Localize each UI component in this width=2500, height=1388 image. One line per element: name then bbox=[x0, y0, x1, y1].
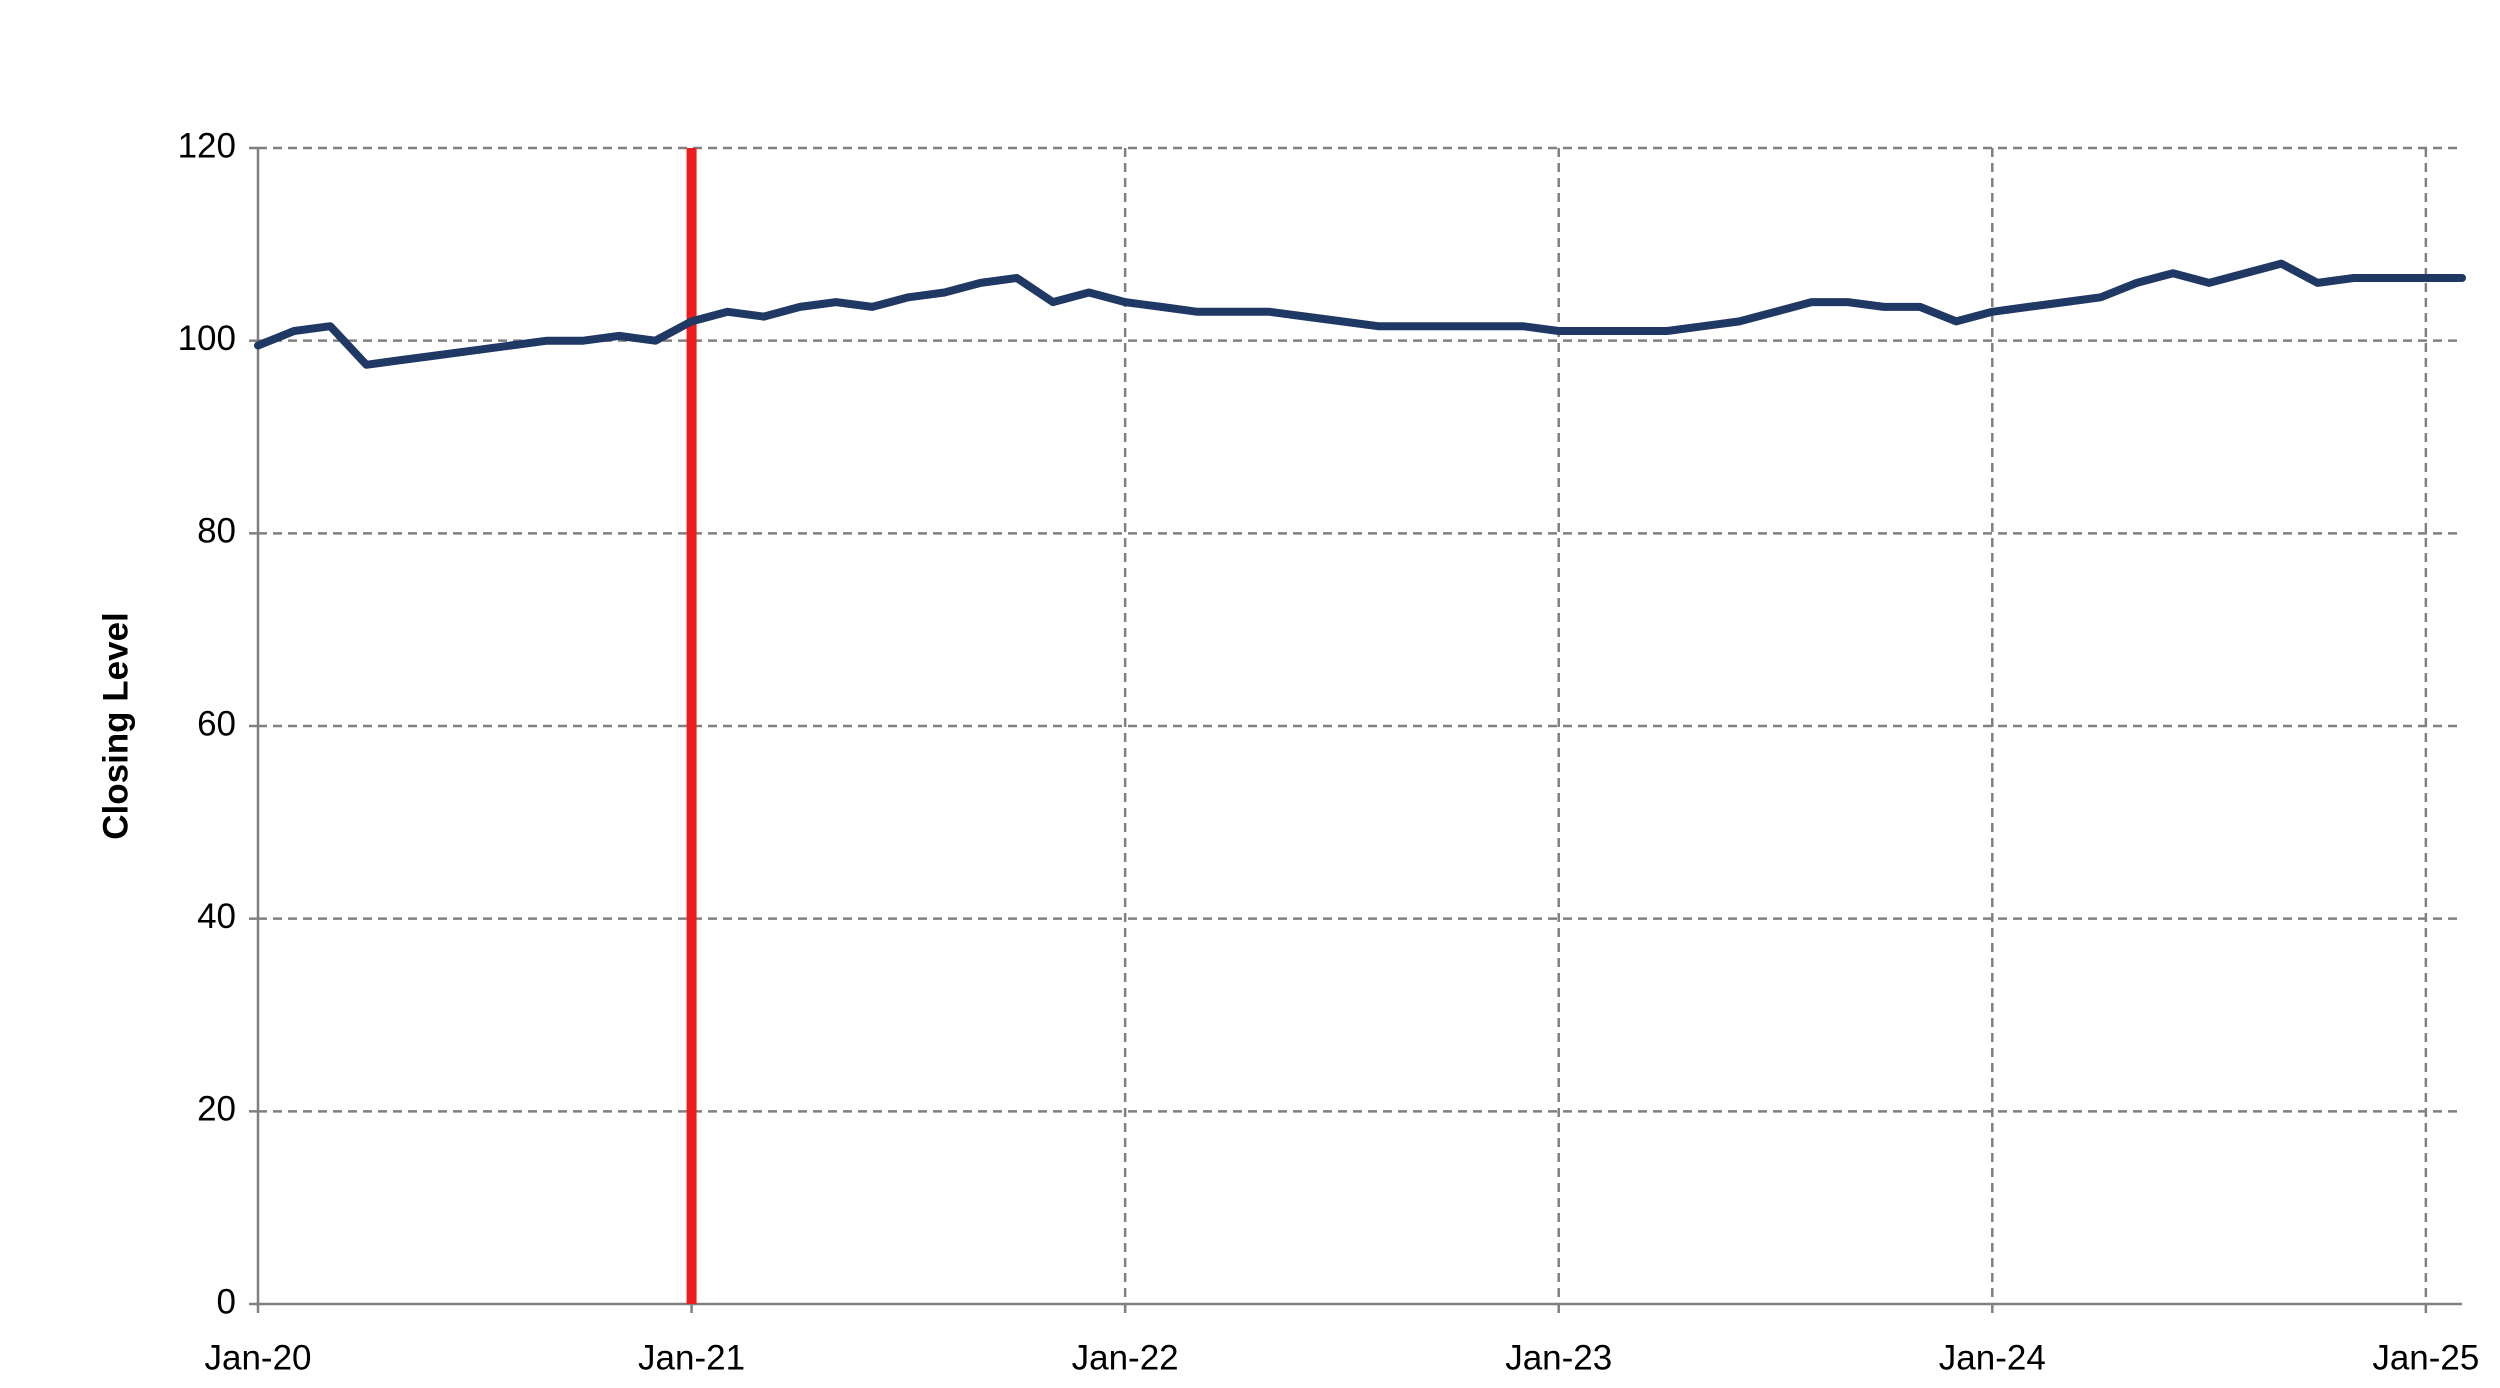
x-tick-label: Jan-23 bbox=[1505, 1338, 1612, 1377]
x-tick-label: Jan-24 bbox=[1939, 1338, 2046, 1377]
y-tick-label: 100 bbox=[178, 319, 236, 358]
y-tick-label: 60 bbox=[197, 704, 236, 743]
x-tick-label: Jan-21 bbox=[638, 1338, 745, 1377]
y-tick-label: 20 bbox=[197, 1090, 236, 1129]
x-tick-label: Jan-22 bbox=[1072, 1338, 1179, 1377]
y-tick-label: 40 bbox=[197, 897, 236, 936]
y-axis-label: Closing Level bbox=[96, 612, 135, 840]
y-tick-label: 0 bbox=[217, 1282, 236, 1321]
x-tick-label: Jan-25 bbox=[2372, 1338, 2479, 1377]
x-tick-label: Jan-20 bbox=[204, 1338, 311, 1377]
y-tick-label: 80 bbox=[197, 512, 236, 551]
y-tick-label: 120 bbox=[178, 126, 236, 165]
data-line bbox=[254, 259, 2466, 369]
